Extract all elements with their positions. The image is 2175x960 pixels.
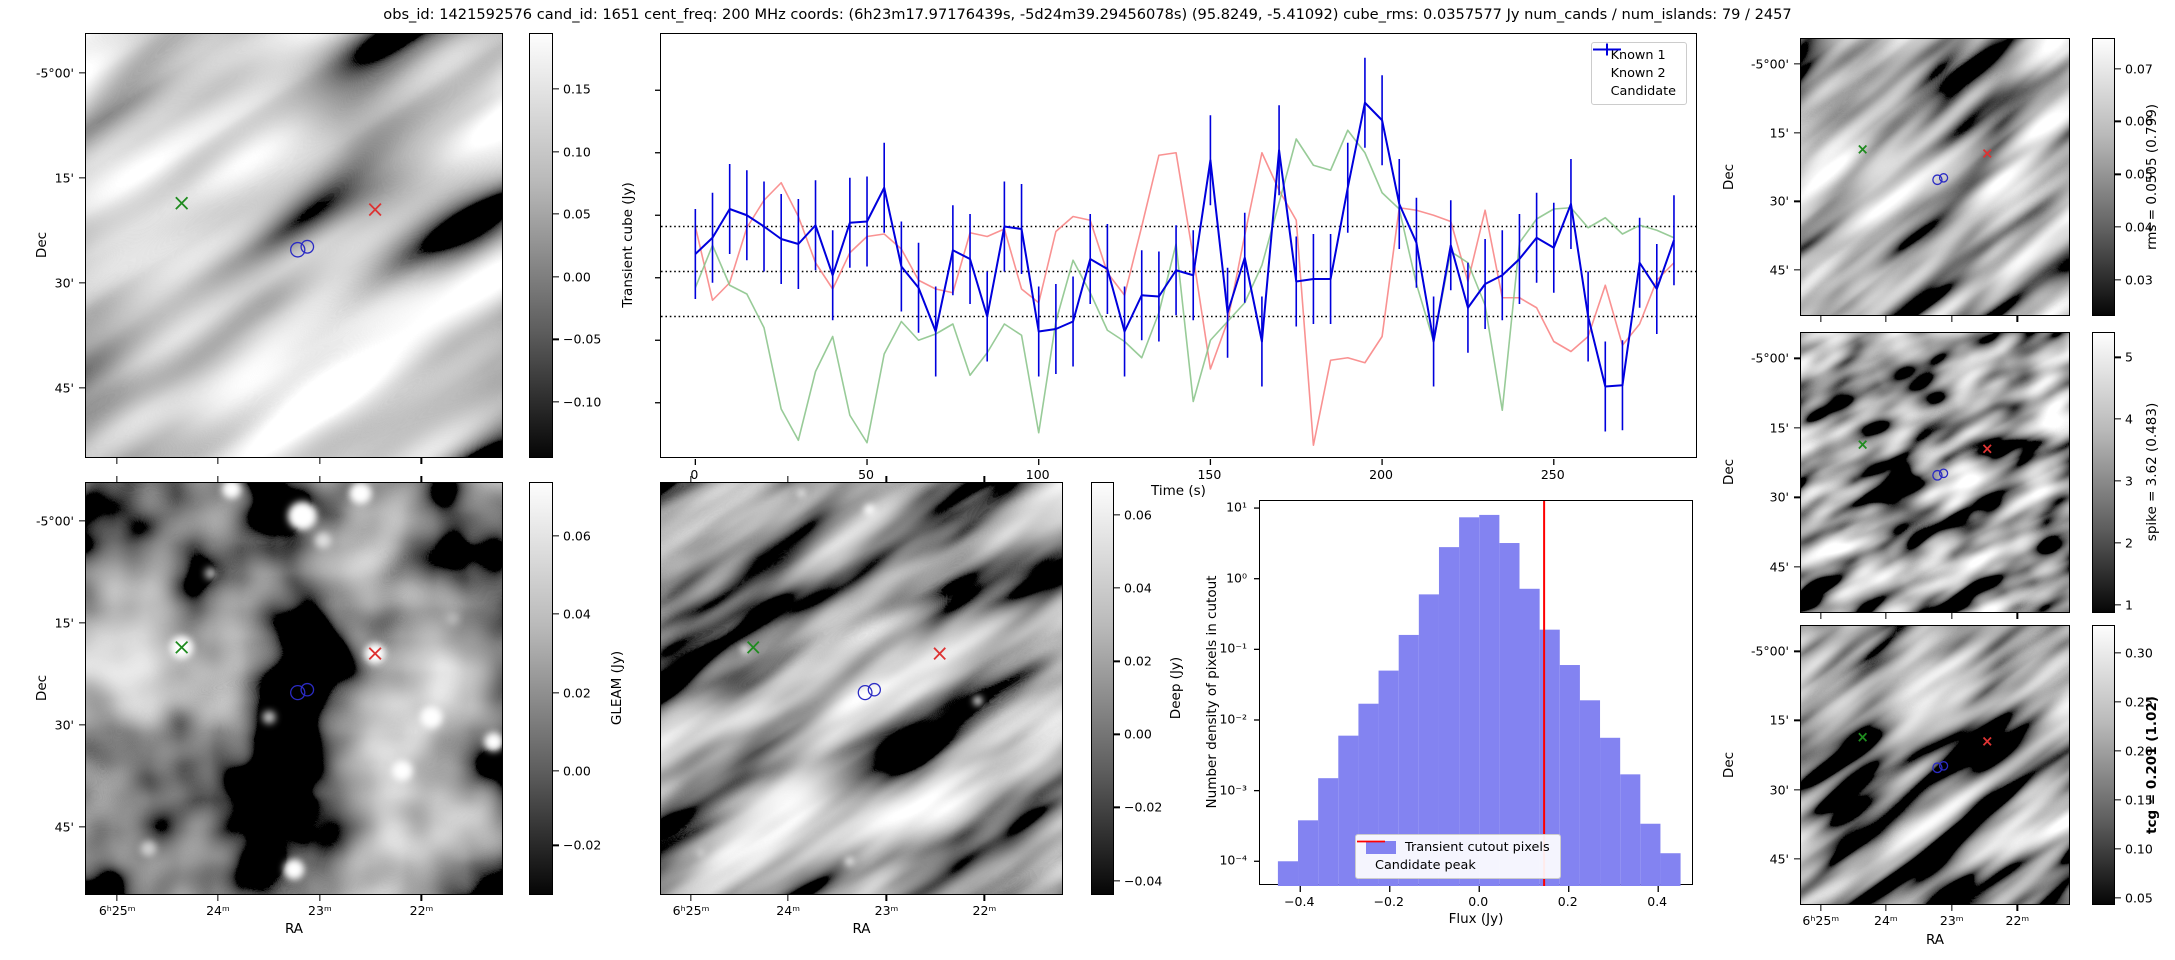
ra-top-ticks-deep	[660, 476, 1063, 482]
histogram-legend: Transient cutout pixels Candidate peak	[1355, 834, 1561, 879]
ra-ticks-deep: 6ʰ25ᵐ 24ᵐ 23ᵐ 22ᵐ	[660, 895, 1063, 918]
tcg-image	[1800, 625, 2070, 905]
gleam-colorbar-label: GLEAM (Jy)	[609, 650, 625, 726]
transient-cube-image	[85, 33, 503, 458]
ra-ticks-spike	[1800, 613, 2070, 621]
legend-item-cutout-pixels: Transient cutout pixels	[1366, 840, 1550, 855]
spike-image	[1800, 332, 2070, 613]
ra-ticks-p1	[85, 458, 503, 466]
spike-colorbar-label: spike = 3.62 (0.483)	[2144, 402, 2160, 542]
tcg-colorbar	[2092, 625, 2115, 905]
histogram-ytick-labels: 10¹ 10⁰ 10⁻¹ 10⁻² 10⁻³ 10⁻⁴	[1219, 499, 1247, 868]
histogram-chart	[1254, 501, 1681, 892]
rms-colorbar-label: rms = 0.0505 (0.799)	[2144, 103, 2160, 251]
dec-ticks-spike: -5°00' 15' 30' 45'	[1715, 332, 1800, 613]
lightcurve-ylabel: Transient cube (Jy)	[620, 182, 636, 308]
gleam-image	[85, 482, 503, 895]
histogram-xtick-labels: −0.4 −0.2 0.0 0.2 0.4	[1284, 894, 1668, 909]
deep-noise-image	[661, 483, 1062, 894]
dec-ticks-gleam: -5°00' 15' 30' 45'	[0, 482, 85, 895]
deep-image	[660, 482, 1063, 895]
deep-colorbar-label: Deep (Jy)	[1168, 656, 1184, 720]
rms-image	[1800, 38, 2070, 316]
ra-ticks-gleam: 6ʰ25ᵐ 24ᵐ 23ᵐ 22ᵐ	[85, 895, 503, 918]
dec-ticks-tcg: -5°00' 15' 30' 45'	[1715, 625, 1800, 905]
ra-ticks-rms	[1800, 316, 2070, 324]
ra-top-ticks-gleam	[85, 476, 503, 482]
gleam-colorbar	[529, 482, 553, 895]
histogram-patch-sample	[1366, 841, 1397, 854]
deep-colorbar-ticks: 0.06 0.04 0.02 0.00 −0.02 −0.04	[1114, 482, 1164, 895]
rms-colorbar-ticks: 0.07 0.06 0.05 0.04 0.03	[2115, 38, 2160, 316]
rms-noise-image	[1801, 39, 2069, 315]
transient-colorbar-ticks: 0.15 0.10 0.05 0.00 −0.05 −0.10	[553, 33, 603, 458]
lightcurve-plot: Known 1 Known 2 Candidate	[655, 33, 1698, 465]
ra-axis-label-deep: RA	[852, 921, 871, 937]
tcg-colorbar-ticks: 0.30 0.25 0.20 0.15 0.10 0.05	[2115, 625, 2160, 906]
gleam-noise-image	[86, 483, 502, 894]
ra-axis-label-tcg: RA	[1925, 932, 1945, 948]
tcg-colorbar-label: tcg = 0.201 (1.02)	[2144, 696, 2160, 834]
lightcurve-chart	[655, 57, 1698, 465]
legend-label-candidate: Candidate	[1610, 84, 1676, 99]
spike-colorbar	[2092, 332, 2115, 613]
legend-item-known2: Known 2	[1592, 48, 1676, 81]
dec-ticks-p1: -5°00' 15' 30' 45'	[0, 33, 85, 458]
page-title: obs_id: 1421592576 cand_id: 1651 cent_fr…	[383, 6, 1792, 23]
tcg-noise-image	[1801, 626, 2069, 904]
transient-cube-colorbar	[529, 33, 553, 458]
legend-item-candidate-peak: Candidate peak	[1357, 840, 1550, 873]
transient-cube-noise-image	[86, 34, 502, 457]
dec-ticks-rms: -5°00' 15' 30' 45'	[1715, 38, 1800, 316]
ra-ticks-tcg: 6ʰ25ᵐ 24ᵐ 23ᵐ 22ᵐ	[1800, 905, 2070, 928]
lightcurve-xtick-labels: 0 50 100 150 200 250	[690, 467, 1565, 482]
legend-label-cutout-pixels: Transient cutout pixels	[1405, 840, 1550, 855]
rms-colorbar	[2092, 38, 2115, 316]
histogram-xlabel: Flux (Jy)	[1448, 911, 1504, 927]
deep-colorbar	[1091, 482, 1114, 895]
histogram-plot: Transient cutout pixels Candidate peak	[1254, 500, 1693, 892]
legend-label-known2: Known 2	[1610, 66, 1666, 81]
spike-noise-image	[1801, 333, 2069, 612]
legend-item-candidate: Candidate	[1592, 43, 1676, 99]
gleam-colorbar-ticks: 0.06 0.04 0.02 0.00 −0.02	[553, 482, 603, 895]
ra-axis-label-gleam: RA	[284, 921, 304, 937]
legend-label-known1: Known 1	[1610, 48, 1666, 63]
lightcurve-legend: Known 1 Known 2 Candidate	[1590, 42, 1687, 105]
legend-label-candidate-peak: Candidate peak	[1375, 858, 1476, 873]
lightcurve-xlabel: Time (s)	[1151, 483, 1206, 499]
